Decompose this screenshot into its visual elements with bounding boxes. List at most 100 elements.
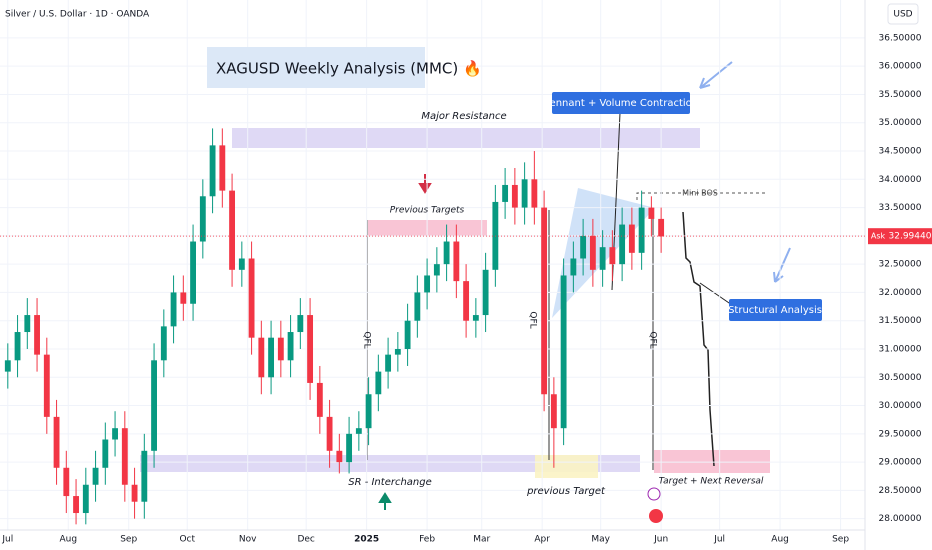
y-tick-label: 35.00000 <box>879 118 922 128</box>
annotation: Target + Next Reversal <box>659 477 764 487</box>
candle-body <box>141 450 148 502</box>
y-tick-label: 33.50000 <box>879 203 922 213</box>
candle-body <box>160 326 167 361</box>
currency-box <box>887 3 919 25</box>
candle-body <box>199 196 206 242</box>
candle-body <box>229 190 236 270</box>
candle-body <box>4 360 11 372</box>
x-tick-label: Aug <box>59 535 77 545</box>
x-tick-label: Oct <box>179 535 195 545</box>
candle-body <box>560 275 567 429</box>
annotation: Mini BOS <box>682 189 718 198</box>
x-tick-label: Feb <box>419 535 435 545</box>
annotation: Previous Targets <box>390 206 465 216</box>
title-box <box>207 47 425 88</box>
candle-body <box>375 371 382 395</box>
y-tick-label: 32.00000 <box>879 288 922 298</box>
candle-body <box>463 281 470 321</box>
candle-body <box>326 416 333 451</box>
candle-body <box>63 467 70 497</box>
connector <box>699 282 733 306</box>
candle-body <box>521 179 528 208</box>
x-tick-label: Nov <box>239 535 257 545</box>
candle-body <box>219 145 226 191</box>
candle-body <box>92 467 99 485</box>
x-tick-label: Sep <box>832 535 849 545</box>
candle-body <box>316 382 323 417</box>
candle-body <box>365 394 372 429</box>
candle-body <box>336 450 343 463</box>
candle-body <box>151 360 157 451</box>
ask-label: Ask <box>871 232 886 241</box>
y-tick-label: 30.50000 <box>879 373 922 383</box>
currency: USD <box>893 10 912 20</box>
qfl-label: QFL <box>648 331 658 348</box>
y-tick-label: 32.50000 <box>879 260 922 270</box>
candle-body <box>102 439 109 468</box>
header: Silver / U.S. Dollar · 1D · OANDA <box>5 10 150 20</box>
qfl-label: QFL <box>528 311 538 328</box>
candles <box>4 128 665 525</box>
resistance-zone <box>232 128 700 148</box>
y-tick-label: 34.00000 <box>879 175 922 185</box>
candle-body <box>121 428 128 485</box>
candle-body <box>433 264 440 276</box>
arrow <box>773 247 791 283</box>
price-box <box>888 228 932 245</box>
candle-body <box>511 184 518 208</box>
callout-box <box>552 92 690 114</box>
y-tick-label: 29.50000 <box>879 429 922 439</box>
y-tick-label: 36.00000 <box>879 62 922 72</box>
callout: Pennant + Volume Contraction <box>544 98 698 109</box>
y-tick-label: 35.50000 <box>879 90 922 100</box>
candle-body <box>73 496 79 514</box>
x-tick-label: Aug <box>771 535 789 545</box>
candle-body <box>287 332 294 361</box>
candle-body <box>628 224 635 253</box>
candle-body <box>599 247 606 270</box>
candle-body <box>346 433 353 463</box>
candle-body <box>248 258 255 338</box>
candle-body <box>424 275 431 293</box>
target-zone <box>654 450 770 473</box>
price-label: 32.99440 <box>889 232 932 242</box>
candle-body <box>112 428 118 440</box>
candle-body <box>580 235 587 259</box>
annotation: SR - Interchange <box>348 477 432 488</box>
candle-body <box>638 207 645 253</box>
x-tick-label: Jun <box>653 535 668 545</box>
y-tick-label: 34.50000 <box>879 147 922 157</box>
candle-body <box>385 354 392 372</box>
candle-body <box>609 247 616 265</box>
candle-body <box>453 241 460 282</box>
candle-body <box>190 241 196 304</box>
candle-body <box>404 320 411 349</box>
candle-body <box>209 145 216 197</box>
x-tick-label: Dec <box>297 535 314 545</box>
candle-body <box>619 224 626 265</box>
candle-body <box>443 241 450 265</box>
up-arrow <box>378 492 392 510</box>
x-tick-label: 2025 <box>354 535 379 545</box>
candle-body <box>34 315 40 355</box>
projection <box>682 211 715 467</box>
candle-body <box>648 207 655 219</box>
y-tick-label: 28.00000 <box>879 514 922 524</box>
previous-target-zone <box>535 455 598 478</box>
candle-body <box>414 292 421 321</box>
candle-body <box>297 315 304 333</box>
x-tick-label: Apr <box>534 535 550 545</box>
candle-body <box>307 315 314 383</box>
qfl-label: QFL <box>362 331 372 348</box>
candle-body <box>531 179 538 208</box>
candle-body <box>277 337 284 361</box>
zones <box>140 61 791 510</box>
candle-body <box>570 258 577 276</box>
candle-body <box>268 337 275 378</box>
candle-body <box>472 315 479 321</box>
callout-box <box>729 299 822 321</box>
ask-box <box>868 228 888 245</box>
candle-body <box>24 315 31 333</box>
x-tick-label: Jul <box>1 535 13 545</box>
candle-body <box>53 416 60 468</box>
